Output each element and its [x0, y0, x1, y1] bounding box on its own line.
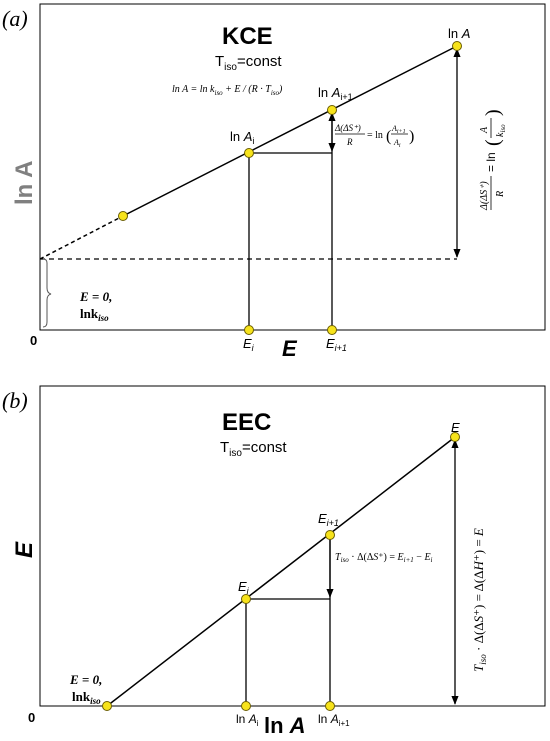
panel-b-tick-point-i1	[325, 701, 335, 711]
panel-b-y-axis-label: E	[11, 541, 38, 558]
svg-text:(: (	[482, 139, 504, 146]
panel-b-point-i	[241, 594, 251, 604]
panel-a-point-i-label: ln Ai	[230, 129, 254, 146]
panel-a-title: KCE	[222, 23, 273, 50]
panel-b-intercept-label-2: lnkiso	[72, 689, 101, 706]
svg-text:Ai: Ai	[393, 138, 401, 149]
panel-b-point-i1-label: Ei+1	[318, 511, 339, 528]
panel-a-intercept-label-1: E = 0,	[79, 289, 112, 304]
panel-a-vertical-equation: Δ(ΔS⁺) R = ln ( A kiso )	[479, 109, 507, 211]
svg-text:= ln: = ln	[367, 130, 383, 141]
panel-b-step-equation: Tiso · Δ(ΔS⁺) = Ei+1 − Ei	[335, 552, 433, 564]
panel-a-brace	[42, 258, 52, 328]
panel-b-point-top-label: E	[451, 420, 460, 435]
panel-b-title: EEC	[222, 409, 271, 436]
panel-a-main-line	[122, 45, 458, 217]
panel-a-point-low	[118, 211, 128, 221]
panel-b-condition: Tiso=const	[220, 439, 287, 459]
panel-a-y-axis-label: ln A	[11, 161, 38, 205]
panel-b-x-axis-label: ln A	[264, 713, 306, 738]
panel-b: (b) EEC Tiso=const E ln A 0 E = 0, lnkis…	[2, 385, 546, 738]
panel-b-point-top	[450, 432, 460, 442]
panel-b-main-line	[106, 436, 456, 707]
panel-a-x-axis-label: E	[282, 336, 298, 361]
panel-a-point-i1-label: ln Ai+1	[318, 85, 353, 102]
panel-a-intercept-label-2: lnkiso	[80, 306, 109, 323]
panel-b-tick-i1: ln Ai+1	[318, 712, 350, 728]
panel-a-point-top-label: ln A	[448, 26, 470, 41]
svg-text:): )	[482, 109, 504, 116]
panel-b-frame	[39, 385, 546, 707]
panel-a-frame	[39, 3, 546, 331]
svg-text:Δ(ΔS⁺): Δ(ΔS⁺)	[479, 181, 490, 211]
panel-a-tag: (a)	[2, 6, 28, 31]
panel-a-condition: Tiso=const	[215, 53, 282, 73]
panel-a-step-equation: Δ(ΔS⁺) R = ln ( Ai+1 Ai )	[334, 123, 414, 149]
svg-text:Ai+1: Ai+1	[391, 124, 406, 135]
svg-text:A: A	[479, 126, 490, 134]
panel-b-tick-point-i	[241, 701, 251, 711]
panel-a-point-i1	[327, 105, 337, 115]
panel-a-point-i	[244, 148, 254, 158]
panel-b-point-i1	[325, 530, 335, 540]
panel-a: (a) KCE Tiso=const ln A = ln kiso + E / …	[2, 3, 546, 361]
panel-a-tick-point-i1	[327, 325, 337, 335]
panel-b-tag: (b)	[2, 388, 28, 413]
svg-text:): )	[409, 128, 414, 145]
svg-text:R: R	[495, 191, 506, 198]
panel-a-tick-i1: Ei+1	[326, 336, 347, 353]
panel-b-vertical-equation: Tiso · Δ(ΔS⁺) = Δ(ΔH⁺) = E	[471, 528, 488, 672]
svg-text:R: R	[346, 137, 353, 147]
svg-text:Δ(ΔS⁺): Δ(ΔS⁺)	[334, 123, 361, 133]
panel-b-intercept-label-1: E = 0,	[69, 672, 102, 687]
svg-text:kiso: kiso	[495, 124, 507, 137]
svg-text:= ln: = ln	[484, 152, 498, 172]
panel-b-tick-i: ln Ai	[236, 712, 259, 728]
panel-b-point-origin	[102, 701, 112, 711]
panel-a-point-top	[452, 41, 462, 51]
panel-a-dashed-extension	[39, 215, 124, 260]
svg-text:(: (	[386, 128, 391, 145]
panel-b-point-i-label: Ei	[238, 579, 250, 596]
panel-a-tick-i: Ei	[243, 336, 255, 353]
panel-a-equation: ln A = ln kiso + E / (R · Tiso)	[172, 84, 283, 97]
panel-b-origin: 0	[28, 710, 35, 725]
panel-a-origin: 0	[30, 333, 37, 348]
panel-a-tick-point-i	[244, 325, 254, 335]
